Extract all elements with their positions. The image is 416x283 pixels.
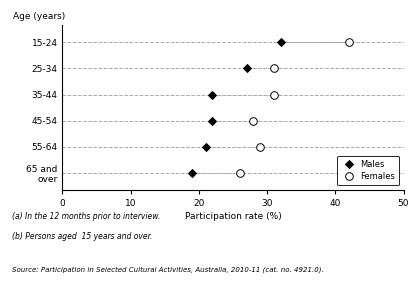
Text: (b) Persons aged  15 years and over.: (b) Persons aged 15 years and over. [12,232,153,241]
Text: Source: Participation in Selected Cultural Activities, Australia, 2010-11 (cat. : Source: Participation in Selected Cultur… [12,267,324,273]
X-axis label: Participation rate (%): Participation rate (%) [185,212,281,221]
Legend: Males, Females: Males, Females [337,156,399,185]
Text: (a) In the 12 months prior to interview.: (a) In the 12 months prior to interview. [12,212,161,221]
Text: Age (years): Age (years) [13,12,65,21]
